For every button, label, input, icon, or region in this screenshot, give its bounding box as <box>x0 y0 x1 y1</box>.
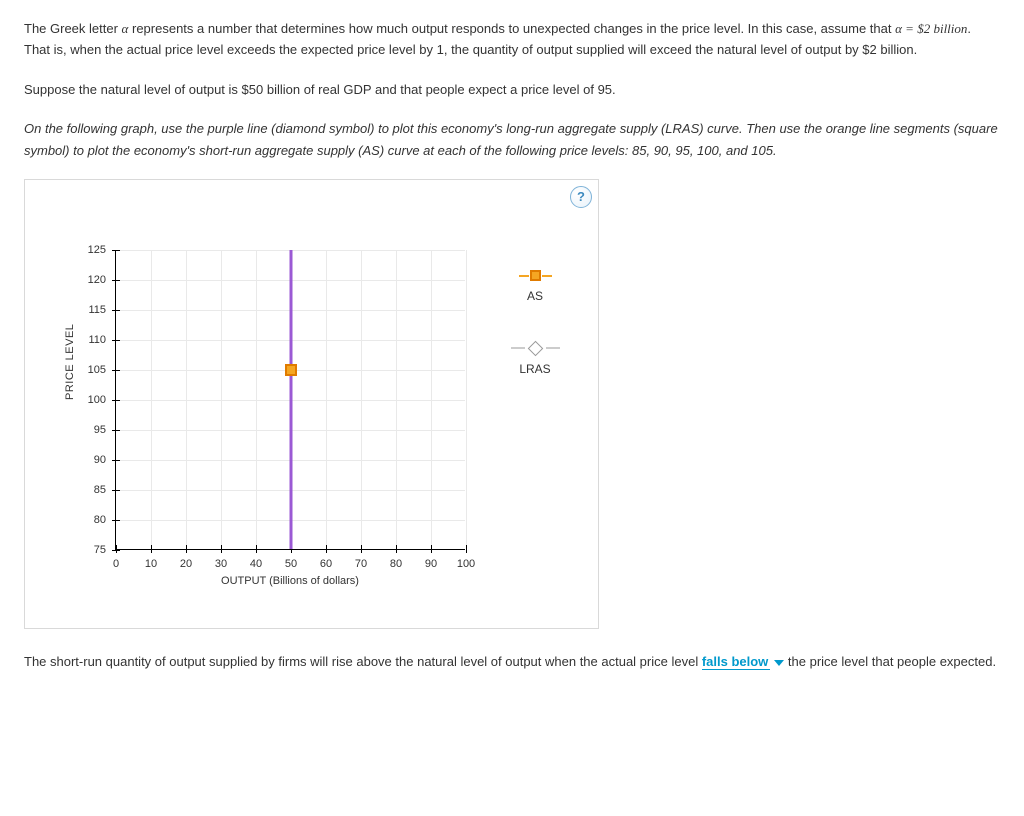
y-tick-label: 120 <box>88 271 106 289</box>
x-axis-title: OUTPUT (Billions of dollars) <box>115 572 465 590</box>
x-tick-label: 30 <box>215 555 227 573</box>
x-tick <box>256 545 257 553</box>
plot-area[interactable]: 0102030405060708090100758085909510010511… <box>115 250 465 550</box>
y-tick-label: 95 <box>94 421 106 439</box>
lras-curve[interactable] <box>290 250 293 549</box>
x-tick-label: 60 <box>320 555 332 573</box>
y-tick-label: 105 <box>88 361 106 379</box>
text: the price level that people expected. <box>788 654 996 669</box>
y-tick <box>112 430 120 431</box>
y-tick-label: 125 <box>88 241 106 259</box>
as-point-handle[interactable] <box>285 364 297 376</box>
x-tick <box>431 545 432 553</box>
equation-rhs: $2 billion <box>917 21 967 36</box>
y-tick-label: 110 <box>88 331 106 349</box>
legend-lras-label: LRAS <box>505 360 565 380</box>
intro-paragraph-2: Suppose the natural level of output is $… <box>24 79 1000 100</box>
y-tick <box>112 310 120 311</box>
x-tick <box>221 545 222 553</box>
help-button[interactable]: ? <box>570 186 592 208</box>
y-tick <box>112 340 120 341</box>
y-tick <box>112 550 120 551</box>
intro-paragraph-1: The Greek letter α represents a number t… <box>24 18 1000 61</box>
x-tick-label: 20 <box>180 555 192 573</box>
footer-sentence: The short-run quantity of output supplie… <box>24 651 1000 672</box>
y-tick <box>112 400 120 401</box>
x-tick-label: 70 <box>355 555 367 573</box>
grid-line <box>466 250 467 549</box>
legend-item-lras[interactable]: LRAS <box>505 343 565 380</box>
y-tick-label: 100 <box>88 391 106 409</box>
x-tick <box>116 545 117 553</box>
y-tick <box>112 370 120 371</box>
y-tick <box>112 520 120 521</box>
y-tick-label: 90 <box>94 451 106 469</box>
x-tick <box>466 545 467 553</box>
x-tick-label: 90 <box>425 555 437 573</box>
legend-item-as[interactable]: AS <box>505 270 565 307</box>
chevron-down-icon <box>774 660 784 666</box>
x-tick <box>396 545 397 553</box>
x-tick-label: 50 <box>285 555 297 573</box>
y-tick <box>112 280 120 281</box>
y-tick-label: 80 <box>94 511 106 529</box>
help-icon: ? <box>577 186 585 207</box>
y-tick-label: 75 <box>94 541 106 559</box>
chart-legend: AS LRAS <box>505 270 565 416</box>
y-tick <box>112 460 120 461</box>
x-tick <box>361 545 362 553</box>
x-tick-label: 40 <box>250 555 262 573</box>
x-tick <box>186 545 187 553</box>
y-tick-label: 85 <box>94 481 106 499</box>
graph-instructions: On the following graph, use the purple l… <box>24 118 1000 161</box>
dropdown-value: falls below <box>702 654 768 669</box>
y-tick <box>112 250 120 251</box>
x-tick <box>326 545 327 553</box>
diamond-icon <box>505 343 565 354</box>
y-tick <box>112 490 120 491</box>
x-tick-label: 80 <box>390 555 402 573</box>
text: represents a number that determines how … <box>128 21 895 36</box>
x-tick <box>151 545 152 553</box>
text: The short-run quantity of output supplie… <box>24 654 702 669</box>
text: The Greek letter <box>24 21 122 36</box>
legend-as-label: AS <box>505 287 565 307</box>
y-tick-label: 115 <box>88 301 106 319</box>
x-tick-label: 0 <box>113 555 119 573</box>
equation-lhs: α = <box>895 21 917 36</box>
answer-dropdown[interactable]: falls below <box>702 654 770 670</box>
square-icon <box>505 270 565 281</box>
x-tick-label: 100 <box>457 555 475 573</box>
y-axis-title: PRICE LEVEL <box>61 324 79 400</box>
x-tick-label: 10 <box>145 555 157 573</box>
graph-container: ? 01020304050607080901007580859095100105… <box>24 179 599 629</box>
